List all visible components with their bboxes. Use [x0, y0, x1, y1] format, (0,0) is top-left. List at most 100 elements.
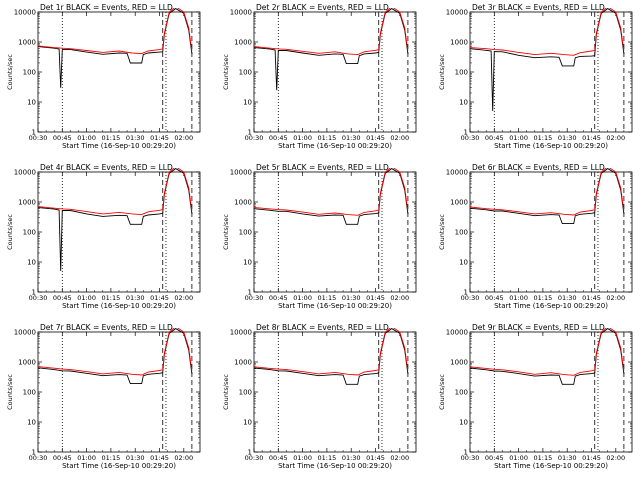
y-tick-label: 100 [23, 229, 36, 237]
y-axis-label: Counts/sec [438, 214, 446, 250]
x-tick-label: 01:00 [293, 454, 312, 462]
x-tick-label: 02:00 [390, 454, 409, 462]
x-tick-label: 02:00 [174, 134, 193, 142]
y-axis-label: Counts/sec [6, 374, 14, 410]
x-tick-label: 01:30 [342, 294, 361, 302]
series-line-lld [254, 328, 409, 376]
chart-panel: 1 10 100 1000 10000 00:30 00:45 01:00 01:15 01:30… [222, 323, 417, 470]
chart-title: Det 2r BLACK = Events, RED = LLD [256, 3, 389, 12]
x-tick-label: 00:45 [485, 454, 504, 462]
y-tick-label: 100 [239, 229, 252, 237]
x-tick-label: 01:30 [558, 294, 577, 302]
x-tick-label: 01:45 [150, 134, 169, 142]
series-line-lld [254, 168, 409, 216]
series-line-lld [470, 328, 625, 376]
series-line-events [254, 8, 409, 91]
series-group [38, 8, 193, 88]
series-group [38, 328, 193, 385]
y-tick-label: 100 [455, 229, 468, 237]
x-tick-label: 00:45 [485, 294, 504, 302]
chart-panel: 1 10 100 1000 10000 00:30 00:45 01:00 01:15 01:30… [6, 323, 201, 470]
series-line-lld [38, 168, 193, 216]
series-group [254, 328, 409, 385]
y-tick-label: 10000 [14, 169, 36, 177]
y-tick-label: 100 [455, 389, 468, 397]
chart-title: Det 4r BLACK = Events, RED = LLD [40, 163, 173, 172]
y-axis-label: Counts/sec [6, 214, 14, 250]
y-tick-label: 100 [455, 69, 468, 77]
x-axis-label: Start Time (16-Sep-10 00:29:20) [494, 462, 608, 470]
chart-panel: 1 10 100 1000 10000 00:30 00:45 01:00 01:15 01:30… [438, 323, 633, 470]
y-axis-label: Counts/sec [438, 54, 446, 90]
series-line-lld [470, 168, 625, 216]
y-tick-label: 1000 [234, 39, 252, 47]
y-tick-label: 10 [243, 99, 252, 107]
series-line-events [470, 328, 625, 385]
chart-title: Det 9r BLACK = Events, RED = LLD [472, 323, 605, 332]
x-tick-label: 00:45 [269, 294, 288, 302]
x-tick-label: 01:45 [582, 134, 601, 142]
x-tick-label: 00:45 [485, 134, 504, 142]
y-tick-label: 1000 [450, 199, 468, 207]
x-tick-label: 00:30 [245, 454, 264, 462]
chart-panel: 1 10 100 1000 10000 00:30 00:45 01:00 01:15 01:30… [6, 163, 201, 310]
x-tick-label: 01:15 [318, 134, 337, 142]
chart-panel: 1 10 100 1000 10000 00:30 00:45 01:00 01:15 01:30… [6, 3, 201, 150]
x-tick-label: 01:45 [582, 294, 601, 302]
series-line-events [38, 168, 193, 272]
x-tick-label: 02:00 [606, 454, 625, 462]
y-tick-label: 1000 [234, 359, 252, 367]
x-tick-label: 01:30 [126, 454, 145, 462]
y-tick-label: 10000 [14, 9, 36, 17]
chart-panel: 1 10 100 1000 10000 00:30 00:45 01:00 01:15 01:30… [438, 3, 633, 150]
x-tick-label: 01:45 [150, 454, 169, 462]
y-axis-label: Counts/sec [438, 374, 446, 410]
series-line-events [38, 8, 193, 88]
x-tick-label: 01:30 [126, 134, 145, 142]
y-tick-label: 1 [32, 129, 36, 137]
y-tick-label: 10000 [230, 169, 252, 177]
x-tick-label: 00:30 [245, 134, 264, 142]
chart-panel: 1 10 100 1000 10000 00:30 00:45 01:00 01:15 01:30… [438, 163, 633, 310]
series-line-events [38, 328, 193, 385]
x-tick-label: 01:15 [534, 134, 553, 142]
x-axis-label: Start Time (16-Sep-10 00:29:20) [494, 302, 608, 310]
x-tick-label: 00:30 [461, 294, 480, 302]
y-tick-label: 10 [27, 259, 36, 267]
x-tick-label: 00:45 [53, 134, 72, 142]
x-axis-label: Start Time (16-Sep-10 00:29:20) [278, 302, 392, 310]
x-tick-label: 01:30 [558, 454, 577, 462]
series-line-lld [470, 8, 625, 56]
x-tick-label: 01:15 [318, 454, 337, 462]
y-tick-label: 100 [23, 389, 36, 397]
x-axis-label: Start Time (16-Sep-10 00:29:20) [62, 142, 176, 150]
y-tick-label: 10 [243, 259, 252, 267]
x-tick-label: 01:30 [126, 294, 145, 302]
x-tick-label: 02:00 [390, 294, 409, 302]
x-tick-label: 00:30 [29, 454, 48, 462]
chart-panel: 1 10 100 1000 10000 00:30 00:45 01:00 01:15 01:30… [222, 163, 417, 310]
x-tick-label: 02:00 [174, 294, 193, 302]
y-axis-label: Counts/sec [222, 374, 230, 410]
x-tick-label: 01:30 [558, 134, 577, 142]
x-tick-label: 01:00 [509, 454, 528, 462]
y-tick-label: 1 [464, 449, 468, 457]
series-line-events [254, 168, 409, 225]
x-axis-label: Start Time (16-Sep-10 00:29:20) [278, 142, 392, 150]
y-tick-label: 1 [32, 449, 36, 457]
x-axis-label: Start Time (16-Sep-10 00:29:20) [494, 142, 608, 150]
y-axis-label: Counts/sec [6, 54, 14, 90]
y-axis-label: Counts/sec [222, 214, 230, 250]
x-tick-label: 02:00 [174, 454, 193, 462]
series-line-lld [254, 8, 409, 56]
series-group [254, 168, 409, 225]
y-tick-label: 10 [243, 419, 252, 427]
y-tick-label: 1000 [450, 39, 468, 47]
x-tick-label: 00:30 [461, 454, 480, 462]
x-tick-label: 00:30 [245, 294, 264, 302]
series-line-events [470, 8, 625, 112]
y-tick-label: 1 [464, 129, 468, 137]
x-tick-label: 00:45 [53, 454, 72, 462]
series-line-lld [38, 8, 193, 55]
x-tick-label: 01:45 [366, 134, 385, 142]
